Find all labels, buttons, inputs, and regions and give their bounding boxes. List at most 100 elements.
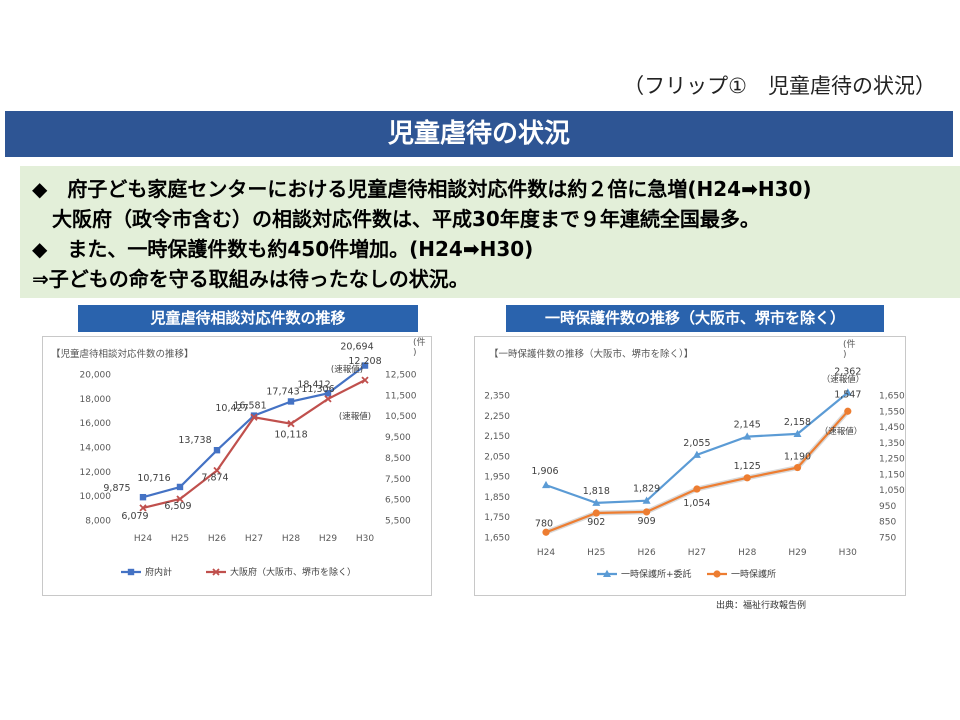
data-point	[844, 407, 852, 415]
x-axis-tick-label: H26	[208, 534, 226, 544]
data-point	[642, 496, 651, 504]
y2-axis-tick-label: 1,450	[879, 423, 905, 433]
legend-label: 府内計	[145, 566, 172, 578]
data-point	[250, 412, 258, 419]
data-point	[250, 413, 258, 421]
data-label: 1,829	[633, 484, 660, 495]
y2-axis-tick-label: 1,250	[879, 455, 905, 465]
y-axis-tick-label: 1,750	[484, 513, 510, 523]
y-axis-tick-label: 16,000	[80, 419, 112, 429]
y2-axis-unit: (件	[413, 337, 426, 348]
y2-axis-unit: )	[413, 348, 417, 358]
data-point	[693, 485, 701, 493]
abuse-consultation-chart-svg: 【児童虐待相談対応件数の推移】 8,000 10,000 12,000 14,000 16…	[51, 336, 426, 578]
y2-axis-tick-label: 950	[879, 502, 896, 512]
data-point	[212, 568, 220, 576]
data-label: 6,079	[121, 511, 148, 522]
data-label: 20,694	[340, 342, 373, 353]
data-point	[213, 446, 221, 454]
data-point	[843, 388, 852, 396]
x-axis-tick-label: H24	[537, 548, 555, 558]
data-label: 1,547	[834, 389, 861, 400]
y-axis-tick-label: 2,350	[484, 392, 510, 402]
data-label: 6,509	[164, 501, 191, 512]
x-axis-tick-label: H28	[738, 548, 756, 558]
summary-line: ◆ 府子ども家庭センターにおける児童虐待相談対応件数は約２倍に急増(H24➡H3…	[32, 177, 812, 201]
data-label: 18,412	[297, 379, 330, 390]
data-point	[139, 504, 147, 512]
x-axis-tick-label: H25	[171, 534, 189, 544]
y-axis-tick-label: 18,000	[80, 395, 112, 405]
y2-axis-tick-label: 12,500	[385, 371, 417, 381]
data-label: 9,875	[103, 483, 130, 494]
data-point	[603, 569, 611, 577]
flip-label: （フリップ① 児童虐待の状況）	[623, 74, 936, 98]
y2-axis-tick-label: 1,150	[879, 470, 905, 480]
data-label: 16,581	[233, 401, 266, 412]
legend-label: 一時保護所	[731, 568, 776, 580]
y2-axis-tick-label: 750	[879, 534, 896, 544]
y-axis-tick-label: 12,000	[80, 468, 112, 478]
data-point	[361, 376, 369, 384]
abuse-consultation-chart: 【児童虐待相談対応件数の推移】 8,000 10,000 12,000 14,000 16…	[42, 336, 432, 596]
data-label: 12,208	[348, 356, 381, 367]
data-label: 2,158	[784, 417, 811, 428]
x-axis-tick-label: H26	[637, 548, 655, 558]
data-point	[127, 568, 135, 576]
temporary-protection-chart-svg: 【一時保護件数の推移（大阪市、堺市を除く）】 1,650 1,750 1,850 1,9…	[484, 338, 905, 580]
data-point	[713, 570, 721, 578]
x-axis-tick-label: H25	[587, 548, 605, 558]
y-axis-tick-label: 14,000	[80, 444, 112, 454]
y-axis-tick-label: 1,650	[484, 534, 510, 544]
y2-axis-tick-label: 7,500	[385, 475, 411, 485]
annotation-preliminary: （速報値）	[822, 374, 865, 385]
data-point	[176, 495, 184, 503]
data-point	[287, 420, 295, 428]
x-axis-tick-label: H30	[839, 548, 857, 558]
data-point	[743, 432, 752, 440]
y-axis-tick-label: 1,850	[484, 493, 510, 503]
y2-axis-tick-label: 9,500	[385, 433, 411, 443]
data-point	[542, 528, 550, 536]
data-point	[793, 429, 802, 437]
data-point	[542, 480, 550, 489]
y2-axis-unit: )	[843, 350, 847, 360]
y2-axis-tick-label: 6,500	[385, 496, 411, 506]
y2-axis-tick-label: 10,500	[385, 412, 417, 422]
data-label: 2,055	[683, 438, 710, 449]
data-label: 902	[587, 517, 605, 528]
y2-axis-tick-label: 1,650	[879, 392, 905, 402]
y2-axis-tick-label: 8,500	[385, 454, 411, 464]
data-point	[793, 463, 802, 472]
data-point	[592, 509, 600, 517]
data-point	[592, 498, 601, 506]
data-label: 7,874	[201, 472, 228, 483]
y2-axis-tick-label: 5,500	[385, 517, 411, 527]
data-label: 10,118	[274, 430, 307, 441]
summary-line: ◆ また、一時保護件数も約450件増加。(H24➡H30)	[32, 237, 534, 261]
y-axis-tick-label: 20,000	[80, 371, 112, 381]
data-label: 13,738	[178, 435, 211, 446]
summary-box: ◆ 府子ども家庭センターにおける児童虐待相談対応件数は約２倍に急増(H24➡H3…	[20, 166, 960, 298]
data-label: 10,427	[215, 403, 248, 414]
x-axis-tick-label: H27	[688, 548, 706, 558]
data-point	[324, 395, 332, 403]
annotation-preliminary: (速報値)	[339, 411, 371, 422]
x-axis-tick-label: H27	[245, 534, 263, 544]
data-point	[287, 398, 295, 405]
chart-title: 【児童虐待相談対応件数の推移】	[51, 348, 194, 360]
y-axis-tick-label: 10,000	[80, 492, 112, 502]
data-label: 909	[638, 516, 656, 527]
data-point	[324, 390, 332, 397]
source-note: 出典：福祉行政報告例	[716, 601, 807, 611]
x-axis-tick-label: H29	[788, 548, 806, 558]
x-axis-tick-label: H30	[356, 534, 374, 544]
y2-axis-tick-label: 1,350	[879, 439, 905, 449]
data-label: 2,145	[734, 420, 761, 431]
data-label: 17,743	[266, 386, 299, 397]
y2-axis-tick-label: 1,550	[879, 407, 905, 417]
x-axis-tick-label: H29	[319, 534, 337, 544]
y-axis-tick-label: 1,950	[484, 473, 510, 483]
data-label: 1,906	[531, 466, 558, 477]
x-axis-tick-label: H28	[282, 534, 300, 544]
